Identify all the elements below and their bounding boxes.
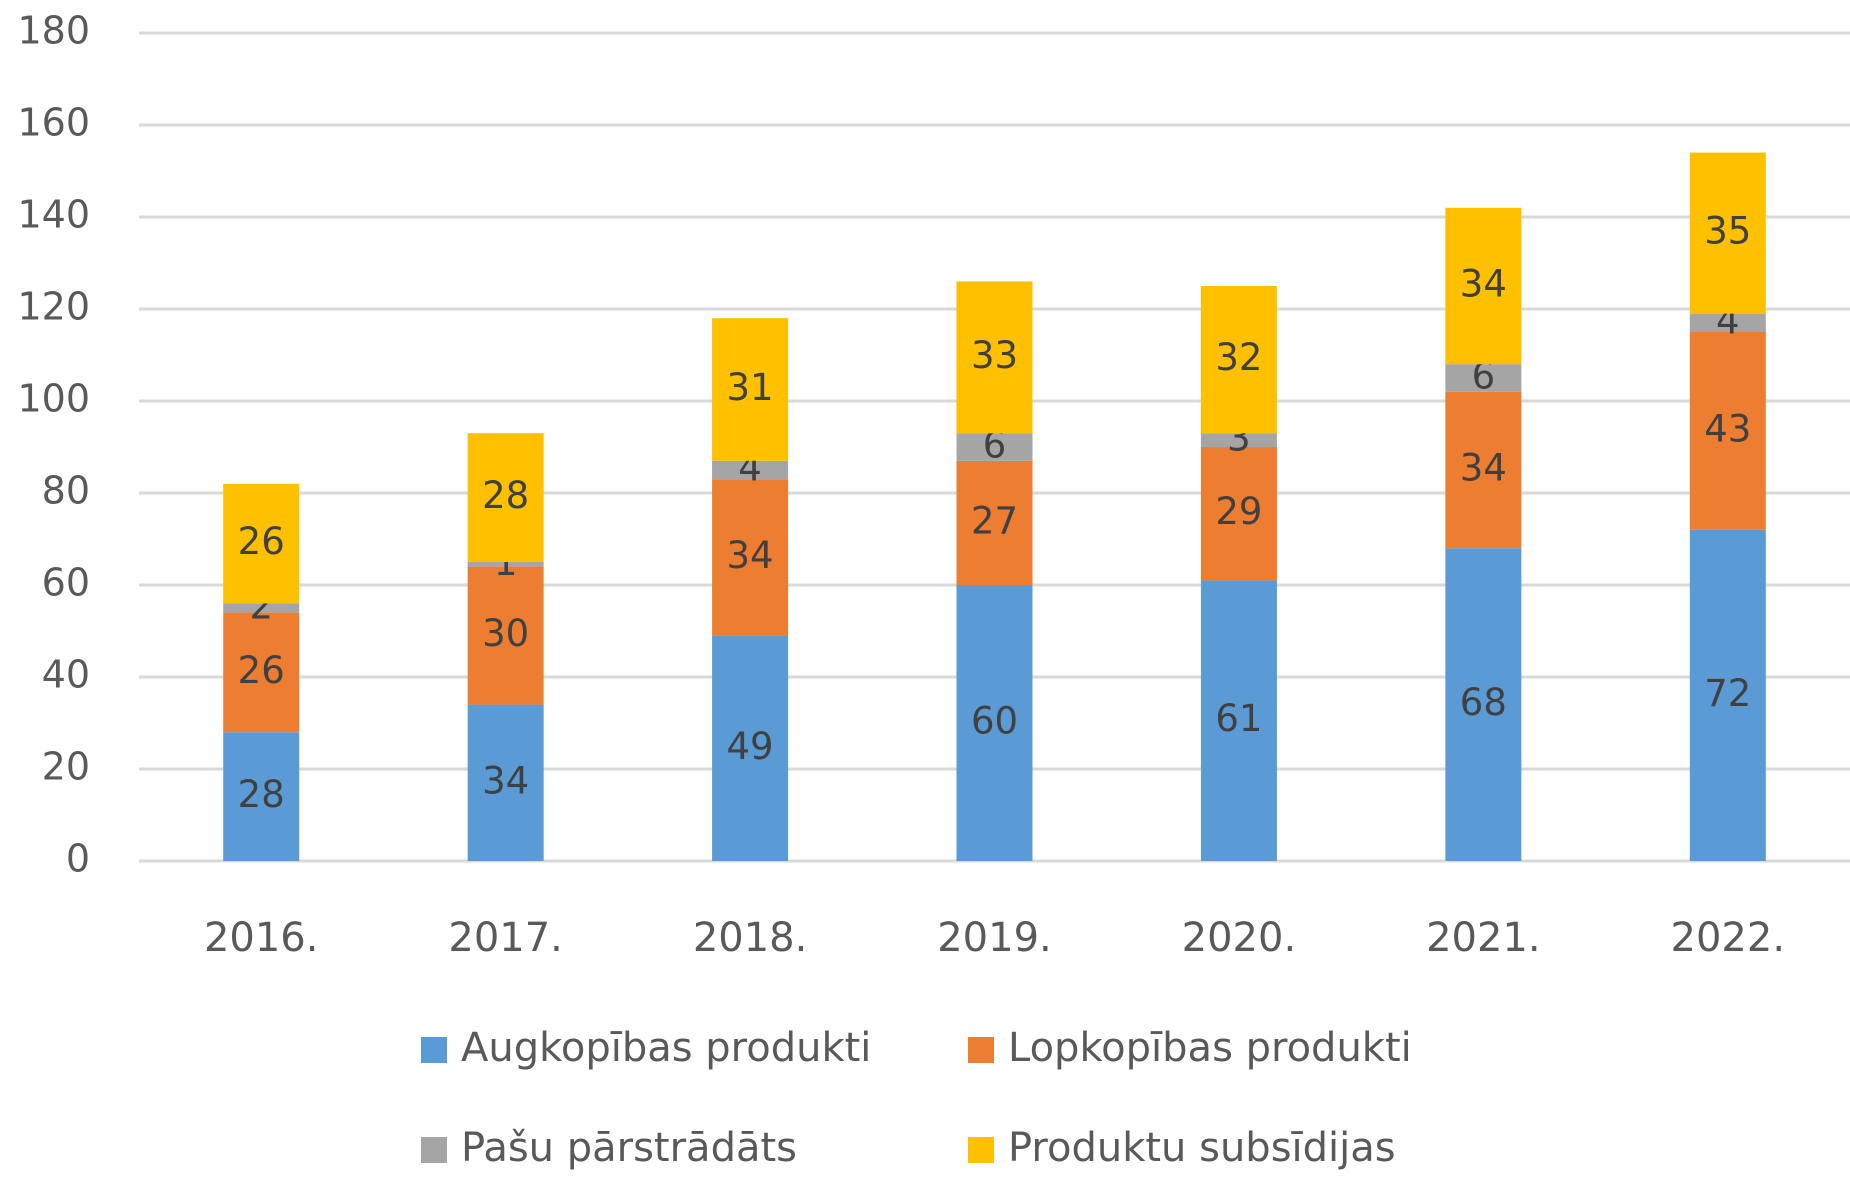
bar-segment (956, 585, 1033, 861)
x-tick-label: 2021. (1426, 915, 1541, 961)
x-tick-label: 2019. (937, 915, 1052, 961)
data-label: 49 (727, 725, 774, 768)
bar-segment (712, 460, 789, 480)
data-label: 6 (1472, 355, 1496, 398)
y-tick-label: 40 (42, 653, 90, 697)
data-label: 26 (238, 649, 285, 692)
legend-swatch (421, 1037, 447, 1063)
bar-segment (712, 318, 789, 461)
x-tick-label: 2022. (1671, 915, 1786, 961)
bar-segment (467, 704, 544, 861)
data-label: 34 (482, 759, 529, 802)
data-label: 60 (971, 700, 1018, 743)
y-tick-label: 100 (17, 377, 90, 421)
bar-segment (1445, 207, 1522, 365)
data-label: 32 (1215, 336, 1262, 379)
bar-segment (1689, 332, 1766, 530)
bar-segment (956, 460, 1033, 585)
data-label: 33 (971, 334, 1018, 377)
bar-segment (1445, 548, 1522, 861)
bar-segment (1200, 433, 1277, 447)
data-label: 61 (1215, 697, 1262, 740)
bar-segment (956, 433, 1033, 461)
legend-label: Augkopības produkti (461, 1025, 871, 1071)
bar-segment (223, 603, 300, 613)
legend-swatch (968, 1137, 994, 1163)
y-tick-label: 160 (17, 101, 90, 145)
bar-segment (1689, 313, 1766, 332)
y-tick-label: 60 (42, 561, 90, 605)
bar-segment (956, 281, 1033, 434)
x-tick-label: 2016. (204, 915, 319, 961)
data-label: 28 (482, 474, 529, 517)
data-label: 30 (482, 612, 529, 655)
x-tick-label: 2018. (693, 915, 808, 961)
bar-segment (467, 562, 544, 567)
bar-segment (467, 433, 544, 562)
data-label: 35 (1704, 210, 1751, 253)
legend-label: Produktu subsīdijas (1008, 1125, 1396, 1171)
y-tick-label: 120 (17, 285, 90, 329)
y-tick-label: 0 (66, 837, 90, 881)
legend-swatch (968, 1037, 994, 1063)
bar-segment (467, 566, 544, 705)
data-label: 28 (238, 773, 285, 816)
data-label: 68 (1460, 681, 1507, 724)
bar-segment (223, 483, 300, 604)
data-label: 34 (1460, 447, 1507, 490)
bar-segment (1200, 580, 1277, 861)
bar-segment (712, 479, 789, 636)
bar-segment (1445, 391, 1522, 549)
legend-label: Lopkopības produkti (1008, 1025, 1412, 1071)
data-label: 26 (238, 520, 285, 563)
data-label: 6 (983, 424, 1007, 467)
data-label: 27 (971, 499, 1018, 542)
legend-label: Pašu pārstrādāts (461, 1125, 797, 1171)
bar-segment (1200, 286, 1277, 434)
y-tick-label: 20 (42, 745, 90, 789)
data-label: 31 (727, 366, 774, 409)
bar-segment (1200, 447, 1277, 581)
legend-swatch (421, 1137, 447, 1163)
bar-segment (712, 635, 789, 861)
bar-segment (1689, 152, 1766, 314)
y-tick-label: 80 (42, 469, 90, 513)
x-tick-label: 2017. (448, 915, 563, 961)
bar-segment (1445, 364, 1522, 392)
bar-segment (223, 612, 300, 733)
data-label: 34 (727, 534, 774, 577)
data-label: 34 (1460, 263, 1507, 306)
x-tick-label: 2020. (1182, 915, 1297, 961)
data-label: 43 (1704, 407, 1751, 450)
bar-segment (1689, 529, 1766, 861)
bar-segment (223, 732, 300, 861)
data-label: 29 (1215, 490, 1262, 533)
data-label: 72 (1704, 672, 1751, 715)
y-tick-label: 140 (17, 193, 90, 237)
y-tick-label: 180 (17, 9, 90, 53)
